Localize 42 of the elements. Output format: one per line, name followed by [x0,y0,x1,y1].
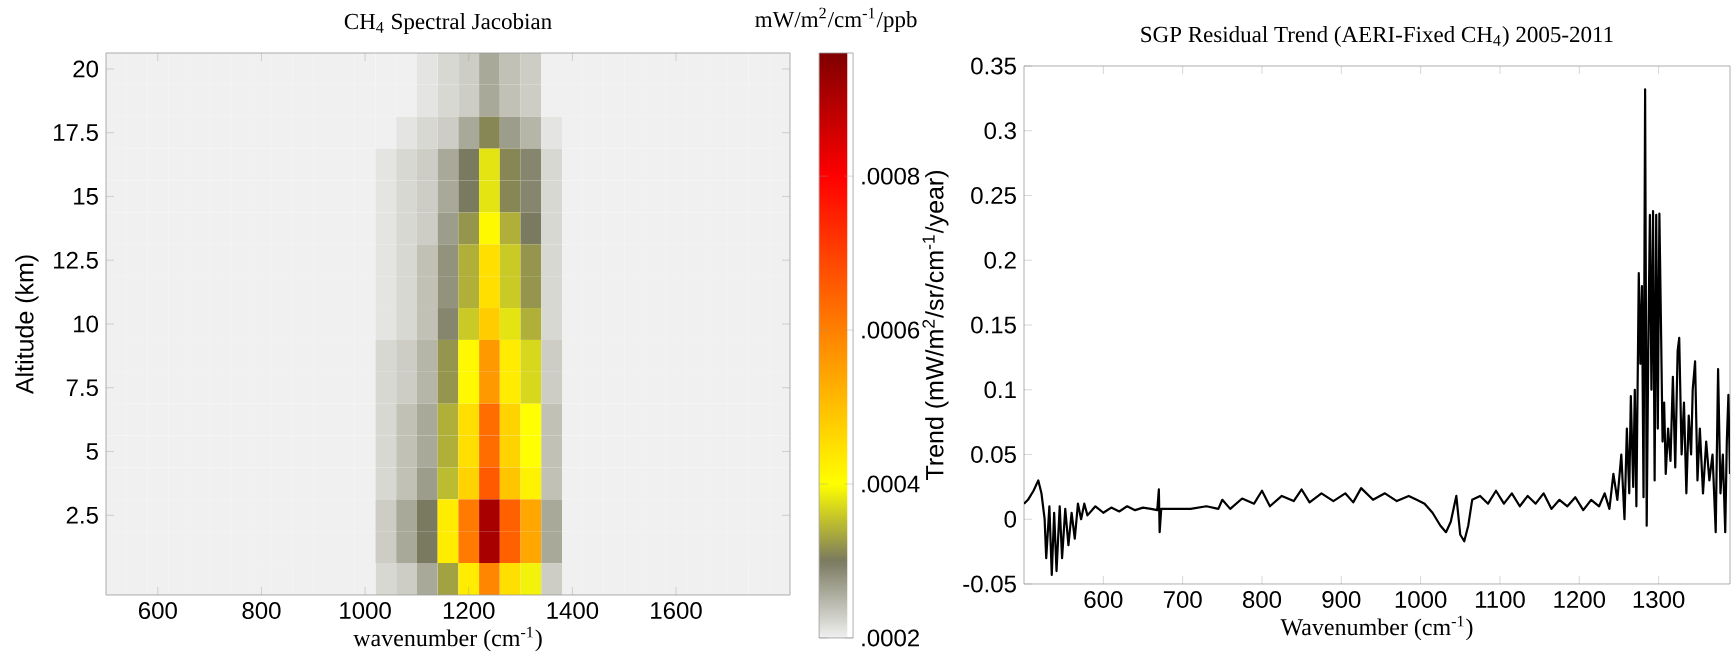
y-tick-label: 7.5 [66,379,98,397]
y-tick-label: 20 [73,60,99,78]
y-tick-label: 15 [74,188,98,205]
x-tick-label: 700 [1163,591,1202,609]
y-axis-title: Trend (mW/m$^{2}$/sr/cm$^{-1}$/year) [922,171,949,480]
color-bar-label: .0008 [862,167,920,185]
x-tick-label: 1600 [651,602,702,620]
x-axis-title: Wavenumber (cm$^{-1}$) [1280,615,1473,641]
y-tick-label: 2.5 [66,506,98,524]
color-bar-label: .0002 [862,629,919,647]
x-tick-label: 1100 [1475,591,1525,609]
x-tick-label: 1400 [547,602,599,620]
y-axis-title: Altitude (km) [15,255,39,395]
y-tick-label: 0.2 [984,251,1016,269]
x-tick-label: 1000 [1395,591,1447,609]
x-axis-title: wavenumber (cm$^{-1}$) [353,626,542,652]
y-tick-label: 0 [1004,510,1017,528]
x-tick-label: 800 [1242,591,1282,609]
color-bar-label: .0006 [862,321,920,339]
chart-title: SGP Residual Trend (AERI-Fixed CH$_{4}$) 2005-2011 [1141,26,1613,47]
y-tick-label: -0.05 [963,575,1016,593]
x-tick-label: 600 [1084,591,1123,609]
y-tick-label: 0.25 [971,187,1016,204]
x-tick-label: 800 [242,602,281,620]
y-tick-label: 0.05 [971,446,1016,463]
x-tick-label: 1200 [443,602,495,620]
y-tick-label: 0.1 [984,381,1016,399]
x-tick-label: 1000 [340,602,391,620]
y-tick-label: 12.5 [54,251,98,269]
y-tick-label: 10 [74,315,99,333]
y-tick-label: 17.5 [54,124,98,142]
y-tick-label: 5 [86,443,98,460]
x-tick-label: 1200 [1554,591,1606,609]
y-tick-label: 0.35 [971,57,1016,75]
y-tick-label: 0.15 [971,316,1016,334]
x-tick-label: 1300 [1633,591,1685,609]
color-bar-title: mW/m$^{2}$/cm$^{-1}$/ppb [755,7,917,32]
x-tick-label: 600 [139,602,177,620]
y-tick-label: 0.3 [984,122,1016,140]
chart-title: CH$_{4}$ Spectral Jacobian [344,13,552,34]
color-bar-label: .0004 [862,475,920,493]
x-tick-label: 900 [1322,591,1361,609]
